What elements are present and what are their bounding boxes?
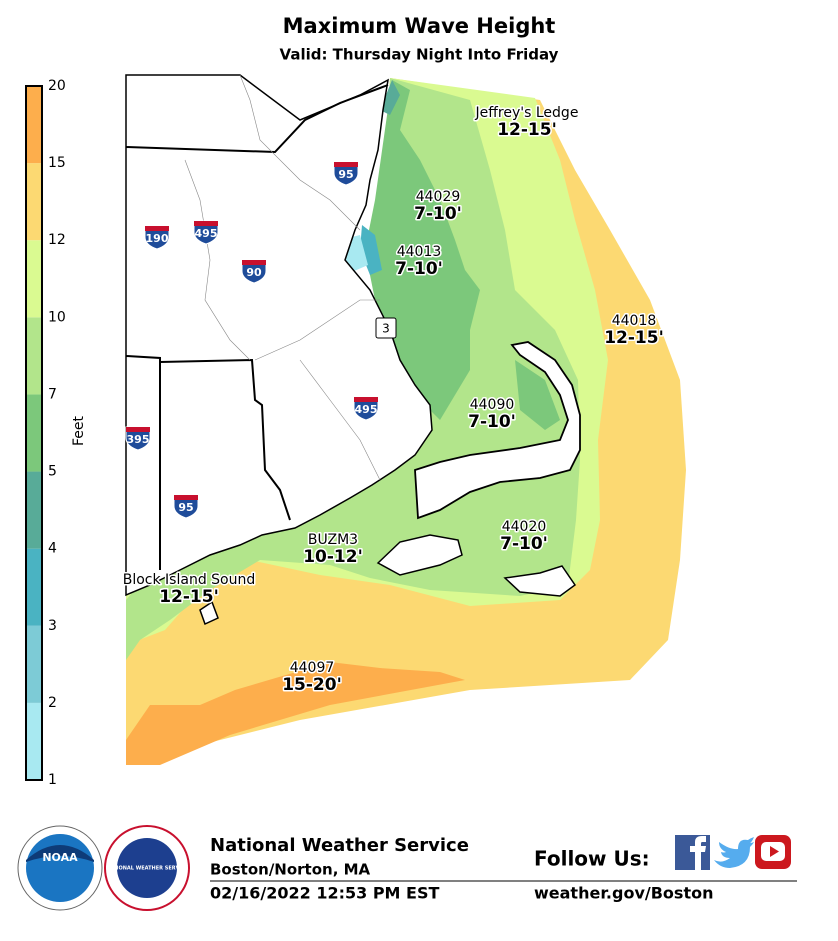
- subtitle: Valid: Thursday Night Into Friday: [280, 46, 559, 64]
- zone-4-5: [380, 80, 400, 115]
- interstate-shield: [125, 426, 151, 451]
- interstate-shield-top: [194, 221, 218, 226]
- interstate-shield: [144, 225, 170, 250]
- office: National Weather Service: [210, 835, 469, 856]
- nws-logo: [117, 838, 177, 898]
- interstate-shield-top: [174, 495, 198, 500]
- station-name: 44018: [612, 313, 657, 329]
- colorbar-label: Feet: [71, 415, 87, 446]
- colorbar-tick-label: 7: [48, 386, 57, 402]
- station-name: 44097: [290, 660, 335, 676]
- youtube-glyph: [770, 846, 779, 857]
- colorbar-swatch: [26, 86, 42, 164]
- route-number: 90: [246, 266, 262, 279]
- map: [125, 74, 686, 765]
- follow: Follow Us:: [534, 847, 650, 871]
- route-number: 190: [146, 232, 169, 245]
- colorbar-frame: [25, 85, 43, 781]
- island: [199, 600, 219, 626]
- colorbar-tick-label: 2: [48, 695, 57, 711]
- route-number: 95: [338, 168, 353, 181]
- interstate-shield: [353, 396, 379, 421]
- route-number: 3: [382, 322, 390, 336]
- interstate-shield-top: [145, 226, 169, 231]
- station-name: 44020: [502, 519, 547, 535]
- noaa-logo: [26, 845, 94, 862]
- interstate-shield: [241, 259, 267, 284]
- interstate-shield-top: [354, 397, 378, 402]
- wave-range: 12-15': [497, 120, 557, 140]
- colorbar-swatch: [26, 471, 42, 549]
- footer: NOAA NATIONAL WEATHER SERVICE National W…: [17, 825, 797, 911]
- interstate-shield: [193, 220, 219, 245]
- issued: 02/16/2022 12:53 PM EST: [210, 884, 439, 903]
- location: Boston/Norton, MA: [210, 861, 371, 879]
- colorbar-tick-label: 4: [48, 541, 57, 557]
- land: [125, 74, 433, 597]
- route-number: 95: [178, 501, 193, 514]
- colorbar-tick-label: 15: [48, 155, 66, 171]
- title: Maximum Wave Height: [283, 14, 556, 38]
- station-name: Block Island Sound: [123, 572, 256, 588]
- wave-range: 15-20': [282, 675, 342, 695]
- station-name: Jeffrey's Ledge: [475, 105, 579, 121]
- colorbar-tick-label: 5: [48, 464, 57, 480]
- state-border: [125, 355, 161, 570]
- wave-range: 12-15': [159, 587, 219, 607]
- station-labels: Jeffrey's Ledge12-15'440297-10'440137-10…: [121, 104, 665, 697]
- colorbar-swatch: [26, 317, 42, 395]
- zone-15-20: [126, 662, 465, 765]
- station-name: BUZM3: [308, 532, 358, 548]
- colorbar-swatch: [26, 702, 42, 780]
- interstate-shield-top: [126, 427, 150, 432]
- colorbar-swatch: [26, 394, 42, 472]
- colorbar-tick-label: 12: [48, 232, 66, 248]
- state-route-shield: [375, 317, 397, 339]
- station-name: 44029: [416, 189, 461, 205]
- state-border: [159, 358, 291, 521]
- route-number: 495: [195, 227, 218, 240]
- interstate-shield: [173, 494, 199, 519]
- twitter-icon[interactable]: [714, 837, 754, 868]
- interstate-shield: [333, 161, 359, 186]
- interstate-shield-top: [334, 162, 358, 167]
- station-name: 44090: [470, 397, 515, 413]
- state-border: [125, 84, 389, 154]
- wave-range: 7-10': [395, 259, 443, 279]
- route-number: 495: [355, 403, 378, 416]
- noaa-logo: [26, 834, 94, 902]
- wave-range: 12-15': [604, 328, 664, 348]
- island: [376, 534, 463, 576]
- facebook-glyph: [690, 836, 706, 870]
- interstate-shield-top: [242, 260, 266, 265]
- colorbar-tick-label: 10: [48, 309, 66, 325]
- county-lines: [184, 74, 381, 481]
- island: [503, 565, 577, 597]
- colorbar-swatch: [26, 163, 42, 241]
- wave-range: 7-10': [468, 412, 516, 432]
- colorbar-swatch: [26, 625, 42, 703]
- wave-range: 10-12': [303, 547, 363, 567]
- route-number: 395: [127, 433, 150, 446]
- colorbar-tick-label: 20: [48, 78, 66, 94]
- website[interactable]: weather.gov/Boston: [534, 884, 713, 903]
- land: [414, 341, 581, 520]
- noaa-text: NOAA: [42, 851, 78, 864]
- colorbar-tick-label: 1: [48, 772, 57, 788]
- station-name: 44013: [397, 244, 442, 260]
- zone-5-7: [515, 360, 560, 430]
- colorbar-tick-label: 3: [48, 618, 57, 634]
- wave-range: 7-10': [500, 534, 548, 554]
- nws-text: NATIONAL WEATHER SERVICE: [106, 866, 189, 872]
- colorbar-swatch: [26, 548, 42, 626]
- wave-range: 7-10': [414, 204, 462, 224]
- colorbar-swatch: [26, 240, 42, 318]
- highway-shields: 95 190 495 90 3 495 395 95: [125, 161, 397, 519]
